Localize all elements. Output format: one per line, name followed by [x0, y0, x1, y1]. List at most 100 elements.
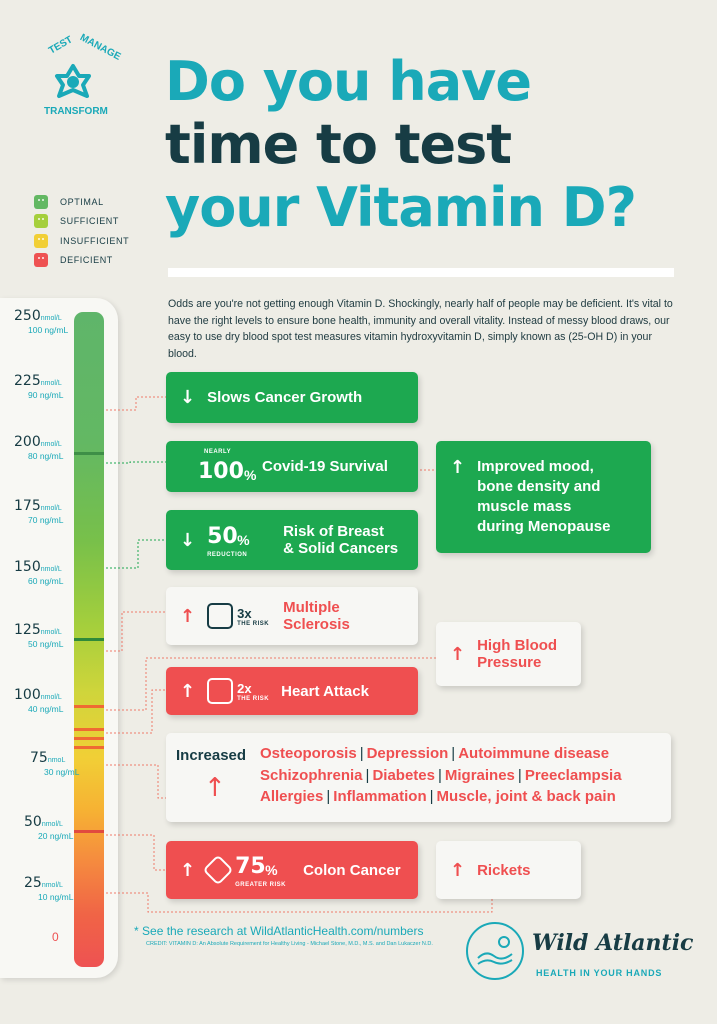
scale-ng-value: 70 ng/mL [28, 515, 64, 525]
card-text-block: Risk of Breast & Solid Cancers [283, 523, 398, 557]
arrow-up-icon: ↑ [180, 859, 196, 881]
scale-label: 225nmol/L 90 ng/mL [14, 372, 63, 400]
scale-label: 100nmol/L 40 ng/mL [14, 686, 63, 714]
card-text-line: Improved mood, [477, 458, 594, 475]
scale-label: 75nmoL 30 ng/mL [30, 749, 79, 777]
stat-block: 50 % REDUCTION [207, 518, 269, 562]
arrow-up-icon: ↑ [180, 680, 196, 702]
stat-percent: % [244, 466, 257, 483]
brand-logo-badge: TEST MANAGE TRANSFORM [20, 32, 130, 120]
research-link[interactable]: See the research at WildAtlanticHealth.c… [142, 924, 424, 938]
title-line-2: time to test [165, 113, 512, 176]
card-text-line: High Blood [477, 637, 558, 654]
arrow-down-icon: ↓ [180, 387, 196, 408]
dice-icon [202, 854, 234, 886]
neutral-face-icon [34, 233, 48, 248]
multiplier-block: 3x THE RISK [237, 606, 269, 627]
title-divider [168, 268, 674, 277]
legend: OPTIMAL SUFFICIENT INSUFFICIENT DEFICIEN… [34, 192, 129, 270]
scale-label: 150nmol/L 60 ng/mL [14, 558, 63, 586]
gauge-marker [74, 638, 104, 641]
risk-item: Depression [366, 745, 449, 762]
card-text: Rickets [477, 861, 531, 879]
risk-line: Schizophrenia | Diabetes | Migraines | Preecla… [260, 765, 622, 787]
scale-nmol-value: 200 [14, 434, 41, 450]
gauge-marker [74, 728, 104, 731]
arrow-up-icon: ↑ [180, 605, 196, 627]
separator: | [451, 745, 456, 762]
card-text-line: & Solid Cancers [283, 540, 399, 557]
card-text-line: Risk of Breast [283, 523, 384, 540]
separator: | [326, 788, 331, 805]
multiplier-block: 2x THE RISK [237, 681, 269, 702]
risk-item: Osteoporosis [260, 745, 357, 762]
scale-label: 25nmol/L 10 ng/mL [24, 874, 73, 902]
card-text-block: Multiple Sclerosis [283, 599, 350, 633]
arrow-up-icon: ↑ [450, 643, 466, 665]
stat-percent: % [265, 862, 278, 878]
scale-nmol-unit: nmoL [47, 757, 66, 764]
scale-nmol-value: 175 [14, 498, 41, 514]
legend-label: DEFICIENT [60, 255, 113, 266]
separator: | [365, 766, 370, 784]
separator: | [517, 766, 522, 784]
scale-nmol-unit: nmol/L [41, 882, 63, 889]
scale-nmol-unit: nmol/L [40, 505, 62, 512]
card-text-line: Pressure [477, 654, 542, 671]
card-improved-mood: ↑ Improved mood, bone density and muscle… [436, 441, 651, 553]
separator: | [437, 766, 442, 784]
card-text: Colon Cancer [303, 861, 401, 879]
scale-nmol-unit: nmol/L [40, 315, 62, 322]
page-title: Do you have time to test your Vitamin D? [165, 50, 705, 239]
card-text: Heart Attack [281, 682, 369, 700]
risk-item: Allergies [260, 788, 324, 805]
dice-icon [207, 603, 234, 629]
gauge-marker [74, 705, 104, 708]
risk-item: Preeclampsia [524, 766, 622, 784]
scale-ng-value: 80 ng/mL [28, 451, 64, 461]
arrow-up-icon: ↑ [204, 773, 226, 803]
card-text-line: during Menopause [477, 518, 611, 535]
risk-list: Osteoporosis | Depression | Autoimmune disea… [260, 743, 622, 808]
card-colon-cancer: ↑ 75 % GREATER RISK Colon Cancer [166, 841, 418, 899]
card-slows-cancer-growth: ↓ Slows Cancer Growth [166, 372, 418, 423]
multiplier-sub: THE RISK [237, 620, 270, 627]
title-line-1: Do you have [165, 50, 532, 113]
card-text-line: bone density and [477, 478, 601, 495]
scale-ng-value: 20 ng/mL [38, 831, 74, 841]
scale-ng-value: 40 ng/mL [28, 704, 64, 714]
legend-label: OPTIMAL [60, 196, 104, 207]
scale-nmol-value: 100 [14, 687, 41, 703]
stat-sub: GREATER RISK [235, 882, 286, 888]
scale-ng-value: 100 ng/mL [28, 325, 69, 335]
smiley-icon [34, 194, 48, 209]
card-text: Covid-19 Survival [262, 458, 388, 475]
scale-nmol-unit: nmol/L [40, 566, 62, 573]
multiplier-sub: THE RISK [237, 695, 270, 702]
scale-nmol-value: 125 [14, 622, 41, 638]
vitamin-d-gauge [74, 312, 104, 967]
scale-nmol-unit: nmol/L [40, 629, 62, 636]
card-high-blood-pressure: ↑ High Blood Pressure [436, 622, 581, 686]
asterisk: * [134, 924, 139, 938]
risk-item: Migraines [444, 766, 515, 784]
legend-item-insufficient: INSUFFICIENT [34, 231, 129, 251]
multiplier-value: 3x [237, 605, 252, 621]
scale-nmol-value: 150 [14, 559, 41, 575]
smiley-icon [34, 214, 48, 229]
legend-label: SUFFICIENT [60, 216, 119, 227]
scale-label: 250nmol/L 100 ng/mL [14, 307, 68, 335]
brand-seal-logo [466, 922, 524, 980]
scale-ng-value: 60 ng/mL [28, 576, 64, 586]
card-covid-survival: NEARLY 100 % Covid-19 Survival [166, 441, 418, 492]
scale-label: 50nmol/L 20 ng/mL [24, 813, 73, 841]
scale-nmol-unit: nmol/L [40, 694, 62, 701]
increased-label: Increased [176, 747, 247, 764]
card-text-line: Multiple [283, 599, 340, 616]
scale-nmol-value: 75 [30, 750, 48, 766]
multiplier-value: 2x [237, 680, 252, 696]
stat-prefix: NEARLY [204, 448, 232, 455]
scale-ng-value: 90 ng/mL [28, 390, 64, 400]
card-text-block: Improved mood, bone density and muscle m… [477, 457, 610, 537]
separator: | [429, 788, 434, 805]
